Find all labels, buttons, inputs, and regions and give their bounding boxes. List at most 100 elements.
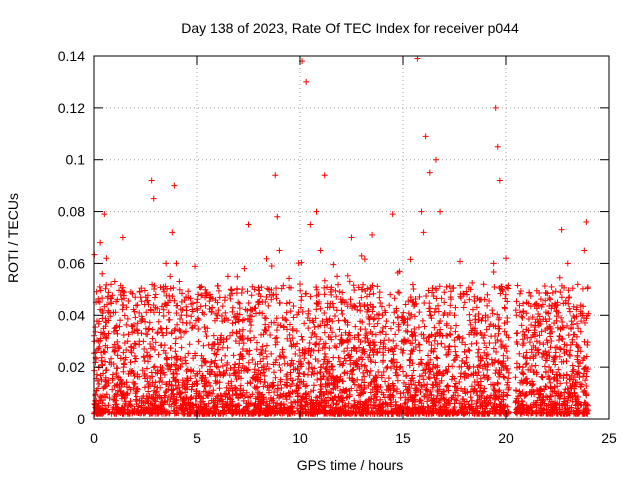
data-point: [359, 286, 366, 293]
data-point: [478, 296, 485, 303]
data-point: [382, 323, 389, 330]
data-point: [431, 374, 438, 381]
data-point: [513, 364, 520, 371]
data-point: [516, 363, 523, 370]
data-point: [357, 326, 364, 333]
data-point: [361, 385, 368, 392]
data-point: [540, 341, 547, 348]
data-point: [155, 351, 162, 358]
data-point: [449, 373, 456, 380]
data-point: [141, 370, 148, 377]
data-point: [336, 288, 343, 295]
data-point: [205, 392, 212, 399]
data-point: [300, 394, 307, 401]
x-tick-label: 20: [498, 430, 514, 446]
data-point: [566, 308, 573, 315]
data-point: [436, 330, 443, 337]
data-point: [176, 316, 183, 323]
data-point: [420, 381, 427, 388]
data-point: [176, 404, 183, 411]
data-point: [286, 331, 293, 338]
data-point: [377, 396, 384, 403]
data-point: [484, 366, 491, 373]
data-point: [260, 331, 267, 338]
data-point: [533, 305, 540, 312]
data-point: [195, 326, 202, 333]
data-point: [482, 317, 489, 324]
data-point: [415, 379, 422, 386]
data-point: [118, 383, 125, 390]
data-point: [361, 373, 368, 380]
data-point: [424, 387, 431, 394]
data-point: [521, 331, 528, 338]
data-point: [504, 410, 511, 417]
data-point: [583, 373, 590, 380]
data-point: [466, 296, 473, 303]
data-point: [571, 389, 578, 396]
data-point: [317, 375, 324, 382]
data-point: [556, 333, 563, 340]
data-point: [237, 382, 244, 389]
data-point: [178, 290, 185, 297]
data-point: [216, 294, 223, 301]
data-point: [206, 389, 213, 396]
data-point: [405, 310, 412, 317]
data-point: [257, 358, 264, 365]
data-point: [427, 348, 434, 355]
data-point: [103, 382, 110, 389]
data-point: [401, 400, 408, 407]
data-point: [326, 317, 333, 324]
data-point: [110, 328, 117, 335]
data-point: [433, 396, 440, 403]
data-point: [357, 303, 364, 310]
data-point: [495, 395, 502, 402]
data-point: [482, 363, 489, 370]
data-point: [314, 370, 321, 377]
data-point: [552, 349, 559, 356]
data-point: [466, 317, 473, 324]
data-point: [547, 296, 554, 303]
data-point: [195, 291, 202, 298]
data-point: [239, 345, 246, 352]
data-point: [223, 367, 230, 374]
data-point: [166, 363, 173, 370]
y-tick-label: 0: [77, 411, 85, 427]
data-point: [465, 346, 472, 353]
data-point: [532, 324, 539, 331]
data-point: [444, 399, 451, 406]
data-point: [116, 408, 123, 415]
data-point: [353, 361, 360, 368]
data-point: [407, 377, 414, 384]
data-point: [354, 401, 361, 408]
data-point: [489, 310, 496, 317]
data-point: [365, 397, 372, 404]
data-point: [330, 304, 337, 311]
data-point: [253, 346, 260, 353]
data-point: [360, 369, 367, 376]
data-point: [303, 290, 310, 297]
data-point: [149, 379, 156, 386]
data-point: [132, 294, 139, 301]
data-point: [481, 385, 488, 392]
data-point: [512, 374, 519, 381]
y-tick-label: 0.06: [58, 255, 85, 271]
data-point: [289, 327, 296, 334]
data-point: [97, 287, 104, 294]
data-point: [362, 338, 369, 345]
data-point: [167, 273, 174, 280]
data-point: [173, 260, 180, 267]
y-tick-label: 0.14: [58, 48, 85, 64]
data-point: [303, 391, 310, 398]
data-point: [344, 272, 351, 279]
data-point: [150, 195, 157, 202]
data-point: [322, 409, 329, 416]
data-point: [404, 386, 411, 393]
data-point: [569, 285, 576, 292]
data-point: [553, 344, 560, 351]
data-point: [367, 286, 374, 293]
data-point: [575, 407, 582, 414]
data-point: [182, 389, 189, 396]
data-point: [259, 310, 266, 317]
data-point: [327, 325, 334, 332]
data-point: [251, 366, 258, 373]
